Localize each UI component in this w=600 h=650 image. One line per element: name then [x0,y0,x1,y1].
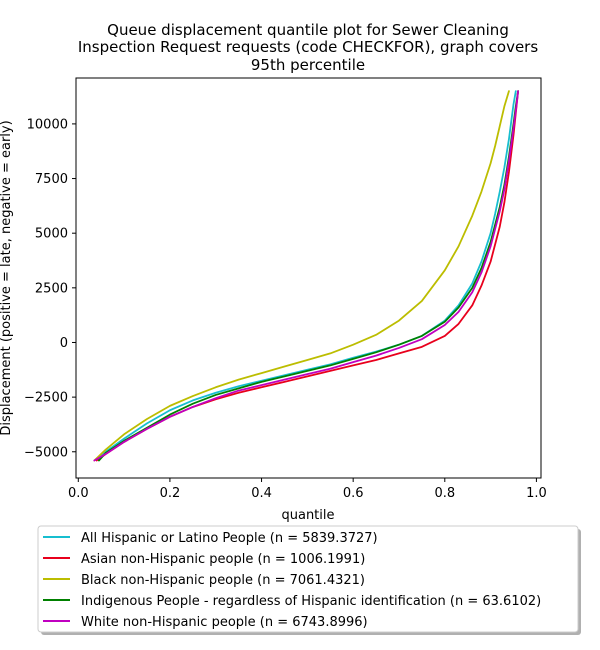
y-tick-label: −2500 [24,391,68,406]
y-tick-label: 5000 [35,227,68,242]
chart-title-line-3: 95th percentile [251,56,365,74]
legend: All Hispanic or Latino People (n = 5839.… [38,526,581,635]
legend-label-3: Black non-Hispanic people (n = 7061.4321… [81,573,365,588]
x-tick-label: 0.0 [68,486,89,501]
y-tick-label: 7500 [35,172,68,187]
y-tick-label: 10000 [27,117,68,132]
x-axis-label: quantile [281,508,334,523]
y-axis-label: Displacement (positive = late, negative … [0,120,14,435]
y-axis-ticks: −5000 −2500 0 2500 5000 7500 10000 [24,117,76,460]
y-tick-label: 2500 [35,281,68,296]
x-tick-label: 0.2 [160,486,181,501]
x-tick-label: 0.8 [434,486,455,501]
y-tick-label: −5000 [24,445,68,460]
x-tick-label: 1.0 [526,486,547,501]
x-tick-label: 0.4 [251,486,272,501]
y-tick-label: 0 [60,336,68,351]
legend-label-5: White non-Hispanic people (n = 6743.8996… [81,615,368,630]
x-axis-ticks: 0.0 0.2 0.4 0.6 0.8 1.0 [68,478,547,501]
x-tick-label: 0.6 [343,486,364,501]
legend-label-1: All Hispanic or Latino People (n = 5839.… [81,531,378,546]
chart-title-line-2: Inspection Request requests (code CHECKF… [78,38,538,56]
legend-label-2: Asian non-Hispanic people (n = 1006.1991… [81,552,365,567]
legend-label-4: Indigenous People - regardless of Hispan… [81,594,541,609]
chart-title-line-1: Queue displacement quantile plot for Sew… [107,21,509,39]
plot-area [76,78,541,478]
